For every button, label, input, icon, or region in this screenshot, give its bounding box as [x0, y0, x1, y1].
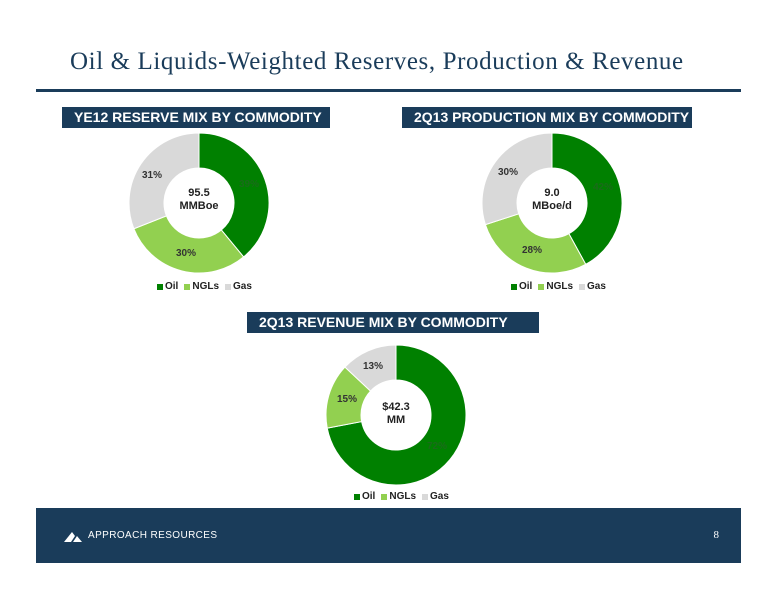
- legend-swatch-gas: [422, 493, 429, 500]
- revenue-mix-gas-label: 13%: [363, 361, 384, 372]
- legend-label-ngls: NGLs: [389, 491, 417, 502]
- production-mix-ngls-label: 28%: [522, 245, 543, 256]
- legend-swatch-gas: [225, 283, 232, 290]
- revenue-mix-header: 2Q13 REVENUE MIX BY COMMODITY: [247, 312, 539, 333]
- donut-slice-ngls: [484, 213, 587, 274]
- legend-item-gas: Gas: [225, 281, 252, 292]
- legend-item-ngls: NGLs: [381, 491, 416, 502]
- legend-swatch-ngls: [184, 283, 191, 290]
- reserve-mix-center-value: 95.5: [188, 187, 210, 199]
- production-mix-header: 2Q13 PRODUCTION MIX BY COMMODITY: [402, 107, 692, 128]
- legend-label-oil: Oil: [165, 281, 179, 292]
- reserve-mix-center-unit: MMBoe: [179, 200, 219, 212]
- company-name: APPROACH RESOURCES: [88, 530, 218, 541]
- legend-label-oil: Oil: [362, 491, 376, 502]
- legend-label-ngls: NGLs: [546, 281, 574, 292]
- production-mix-gas-label: 30%: [498, 167, 519, 178]
- reserve-mix-donut: [128, 132, 270, 274]
- legend-label-ngls: NGLs: [192, 281, 220, 292]
- legend-swatch-gas: [579, 283, 586, 290]
- reserve-mix-header: YE12 RESERVE MIX BY COMMODITY: [62, 107, 330, 128]
- donut-slice-oil: [326, 344, 467, 486]
- donut-slice-oil: [551, 132, 623, 266]
- legend-swatch-oil: [511, 283, 517, 290]
- legend-label-gas: Gas: [233, 281, 252, 292]
- donut-slice-oil: [198, 132, 270, 258]
- legend-label-gas: Gas: [430, 491, 449, 502]
- legend-label-gas: Gas: [587, 281, 606, 292]
- page-number: 8: [713, 529, 720, 541]
- production-mix-center-label: 9.0 MBoe/d: [517, 187, 587, 213]
- donut-slice-gas: [481, 132, 553, 226]
- production-mix-legend: Oil NGLs Gas: [511, 281, 606, 292]
- legend-item-ngls: NGLs: [538, 281, 573, 292]
- donut-slice-ngls: [133, 215, 245, 274]
- revenue-mix-center-value: $42.3: [382, 401, 410, 413]
- legend-swatch-ngls: [538, 283, 545, 290]
- legend-item-gas: Gas: [422, 491, 449, 502]
- legend-item-oil: Oil: [157, 281, 178, 292]
- revenue-mix-center-label: $42.3 MM: [361, 401, 431, 427]
- production-mix-center-unit: MBoe/d: [532, 200, 572, 212]
- donut-slice-gas: [128, 132, 200, 230]
- legend-swatch-ngls: [381, 493, 388, 500]
- reserve-mix-gas-label: 31%: [142, 170, 163, 181]
- revenue-mix-donut: [325, 344, 467, 486]
- production-mix-donut: [481, 132, 623, 274]
- footer-bar: APPROACH RESOURCES 8: [36, 508, 741, 563]
- legend-label-oil: Oil: [519, 281, 533, 292]
- revenue-mix-oil-label: 72%: [427, 441, 448, 452]
- legend-item-ngls: NGLs: [184, 281, 219, 292]
- title-rule: [36, 89, 741, 92]
- reserve-mix-oil-label: 39%: [239, 179, 260, 190]
- production-mix-oil-label: 42%: [593, 182, 614, 193]
- donut-slice-gas: [344, 344, 397, 392]
- revenue-mix-legend: Oil NGLs Gas: [354, 491, 449, 502]
- legend-item-oil: Oil: [511, 281, 532, 292]
- production-mix-center-value: 9.0: [544, 187, 560, 199]
- reserve-mix-center-label: 95.5 MMBoe: [164, 187, 234, 213]
- legend-item-oil: Oil: [354, 491, 375, 502]
- page-title: Oil & Liquids-Weighted Reserves, Product…: [70, 48, 684, 75]
- legend-item-gas: Gas: [579, 281, 606, 292]
- reserve-mix-ngls-label: 30%: [176, 248, 197, 259]
- revenue-mix-center-unit: MM: [386, 414, 406, 426]
- legend-swatch-oil: [354, 493, 360, 500]
- company-logo-icon: [64, 532, 82, 542]
- legend-swatch-oil: [157, 283, 163, 290]
- revenue-mix-ngls-label: 15%: [337, 394, 358, 405]
- reserve-mix-legend: Oil NGLs Gas: [157, 281, 252, 292]
